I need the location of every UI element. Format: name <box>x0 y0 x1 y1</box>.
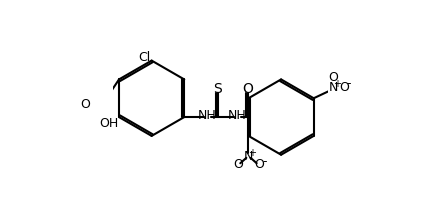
Text: NH: NH <box>228 109 247 123</box>
Text: O: O <box>80 98 90 111</box>
Text: O: O <box>328 71 338 84</box>
Text: O: O <box>242 82 253 96</box>
Text: O: O <box>254 158 264 172</box>
Text: N: N <box>329 80 338 94</box>
Text: O: O <box>339 80 349 94</box>
Text: O: O <box>233 158 243 172</box>
Text: +: + <box>333 79 341 89</box>
Text: Cl: Cl <box>138 51 150 64</box>
Text: -: - <box>346 77 351 90</box>
Text: -: - <box>262 155 266 168</box>
Text: OH: OH <box>100 117 119 130</box>
Text: +: + <box>248 148 256 158</box>
Text: N: N <box>244 150 253 163</box>
Text: S: S <box>213 82 222 96</box>
Text: NH: NH <box>198 109 217 123</box>
